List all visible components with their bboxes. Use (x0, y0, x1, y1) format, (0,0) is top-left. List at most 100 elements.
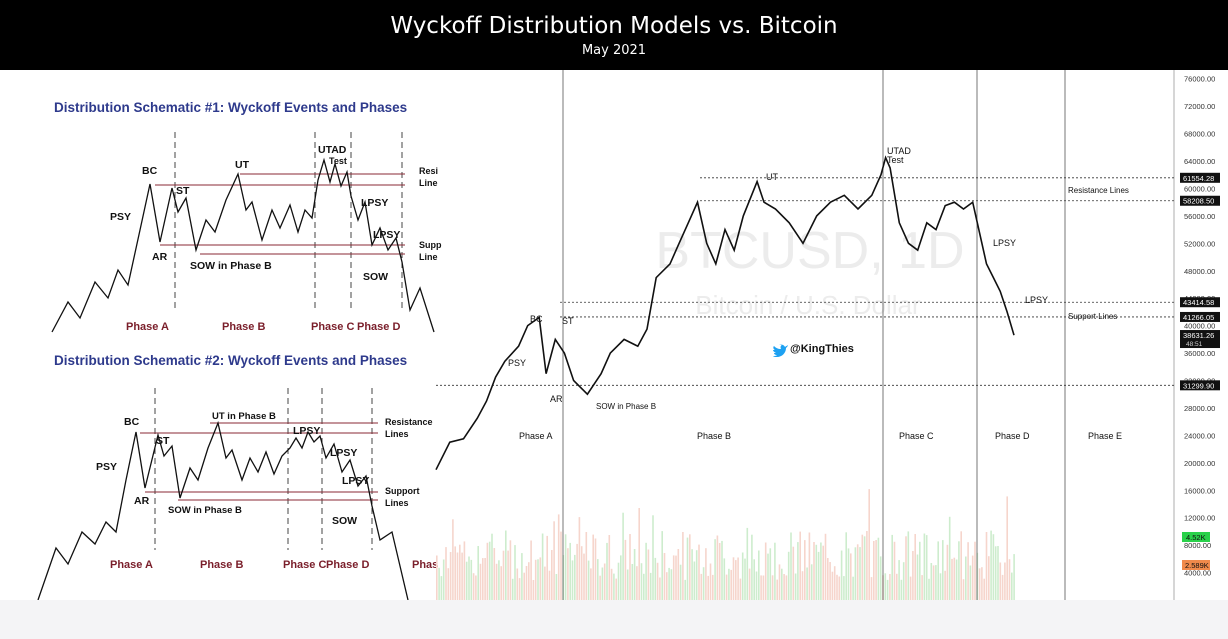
volume-bar (893, 541, 896, 600)
volume-bar (797, 542, 799, 600)
volume-bar (953, 557, 956, 600)
price-tag-time: 48:51 (1186, 341, 1203, 348)
volume-bar (843, 576, 845, 600)
btc-watermark-symbol: BTCUSD, 1D (655, 222, 964, 280)
volume-bar (534, 559, 537, 600)
s1-label-psy: PSY (110, 211, 131, 223)
volume-bar (919, 541, 921, 600)
volume-bar (801, 571, 804, 600)
volume-bar (831, 571, 834, 600)
s1-label-utad: UTAD (318, 144, 347, 156)
volume-bar (587, 560, 590, 600)
volume-bar (854, 547, 857, 600)
volume-bar (454, 546, 456, 600)
volume-bar (585, 532, 588, 600)
volume-bar (951, 558, 953, 600)
volume-bar (792, 546, 795, 600)
price-tag-bg (1180, 297, 1220, 308)
s1-label-bc: BC (142, 165, 158, 177)
volume-bar (613, 573, 615, 600)
volume-bar (475, 575, 477, 600)
volume-bar (539, 557, 542, 600)
y-axis-ticks: 4000.00 8000.00 12000.00 16000.00 20000.00 24… (1184, 75, 1215, 578)
volume-bar (847, 548, 850, 600)
price-tag-label: 58208.50 (1183, 197, 1214, 206)
volume-bar (856, 544, 859, 600)
volume-bar (728, 568, 730, 600)
volume-bar (794, 573, 797, 600)
volume-bar (500, 566, 502, 600)
price-tag-bg (1180, 195, 1220, 206)
y-tick-label: 60000.00 (1184, 184, 1215, 193)
volume-bar (866, 531, 868, 600)
volume-bar (730, 569, 732, 600)
volume-bar (698, 544, 700, 600)
volume-tag-orange: 2.589K (1185, 561, 1209, 570)
volume-bar (438, 567, 440, 600)
price-tag-label: 41266.05 (1183, 313, 1214, 322)
s2-label-sow: SOW (332, 515, 357, 527)
volume-bar (808, 532, 811, 600)
volume-bar (700, 573, 703, 600)
s2-label-ut: UT in Phase B (212, 411, 276, 422)
s2-phase-d: Phase D (326, 559, 369, 571)
volume-bar (601, 567, 604, 600)
s1-labels: PSY BC ST AR UT UTAD Test LPSY LPSY SOW … (110, 144, 442, 283)
y-tick-label: 28000.00 (1184, 404, 1215, 413)
volume-bar (482, 558, 484, 600)
volume-bar (714, 539, 716, 600)
volume-bar (1004, 562, 1006, 600)
volume-bar (983, 578, 985, 600)
s1-label-resistance: Resi (419, 166, 438, 176)
volume-bar (852, 576, 854, 600)
volume-bar (636, 566, 638, 600)
volume-bar (656, 562, 659, 600)
volume-bar (679, 564, 682, 600)
s1-label-support: Supp (419, 240, 442, 250)
volume-bar (479, 563, 482, 600)
volume-bar (912, 551, 914, 600)
volume-bar (850, 553, 852, 600)
volume-bar (594, 538, 597, 600)
volume-bar (804, 540, 806, 600)
s2-label-st: ST (156, 435, 170, 447)
volume-bar (511, 578, 514, 600)
s1-label-support-2: Line (419, 252, 438, 262)
volume-bar (647, 549, 650, 600)
volume-bar (449, 552, 452, 600)
volume-bar (833, 566, 836, 600)
volume-bar (829, 562, 831, 600)
volume-bar (875, 540, 877, 600)
volume-bar (470, 559, 473, 600)
volume-bar (592, 534, 594, 600)
volume-bar (590, 568, 592, 600)
volume-bar (836, 574, 838, 600)
volume-bar (670, 569, 673, 600)
volume-bar (889, 574, 891, 600)
s1-label-lpsy2: LPSY (373, 229, 400, 241)
s2-label-ar: AR (134, 495, 150, 507)
volume-bar (992, 534, 995, 600)
volume-bar (564, 534, 567, 600)
volume-bar (560, 531, 562, 600)
volume-bar (990, 530, 992, 600)
volume-bar (958, 541, 960, 600)
volume-bar (498, 560, 500, 600)
volume-bar (447, 568, 450, 600)
volume-bar (969, 565, 972, 600)
figure-canvas: Distribution Schematic #1: Wyckoff Event… (37, 70, 1220, 601)
s1-label-ut: UT (235, 159, 250, 171)
s2-label-support-2: Lines (385, 498, 409, 508)
y-tick-label: 52000.00 (1184, 239, 1215, 248)
volume-bar (620, 555, 622, 600)
price-tag-bg (1180, 311, 1220, 322)
y-tick-label: 20000.00 (1184, 459, 1215, 468)
volume-bar (755, 571, 758, 600)
volume-bar (652, 515, 654, 600)
s1-label-lpsy1: LPSY (361, 197, 388, 209)
volume-bar (900, 579, 903, 600)
btc-label-ut: UT (766, 172, 778, 182)
volume-bar (916, 554, 919, 600)
volume-bar (790, 532, 792, 600)
price-tag-bg (1180, 172, 1220, 183)
